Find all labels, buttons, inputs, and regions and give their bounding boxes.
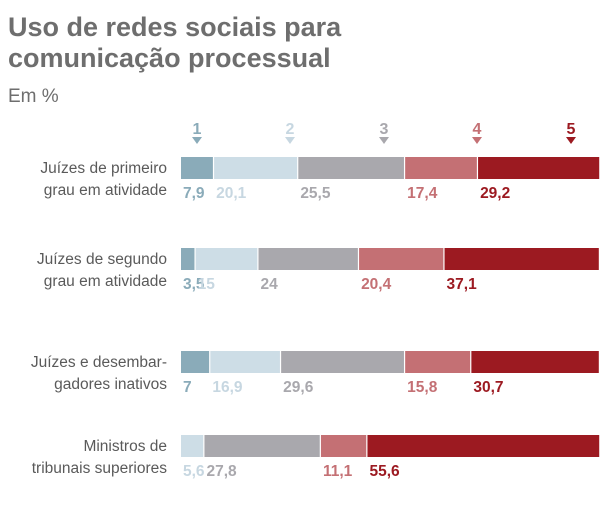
value-label-row-3-series-3: 29,6 bbox=[283, 379, 314, 396]
value-label-row-1-series-5: 29,2 bbox=[480, 185, 510, 202]
bar-row-4-series-5 bbox=[367, 435, 600, 457]
bar-row-1-series-1 bbox=[181, 157, 213, 179]
bar-row-3-series-1 bbox=[181, 351, 210, 373]
value-label-row-1-series-1: 7,9 bbox=[183, 185, 205, 202]
row-label-2-line-2: grau em atividade bbox=[44, 273, 167, 290]
value-label-row-3-series-1: 7 bbox=[183, 379, 192, 396]
bar-row-4-series-3 bbox=[204, 435, 320, 457]
value-label-row-4-series-4: 11,1 bbox=[323, 463, 353, 480]
value-label-row-4-series-2: 5,6 bbox=[183, 463, 205, 480]
bar-row-2-series-4 bbox=[359, 248, 444, 270]
value-label-row-3-series-4: 15,8 bbox=[407, 379, 438, 396]
legend-marker-3-icon bbox=[379, 137, 389, 144]
legend-label-4: 4 bbox=[473, 121, 482, 138]
legend-label-3: 3 bbox=[380, 121, 389, 138]
chart-title-line-2: comunicação processual bbox=[8, 43, 331, 73]
bar-row-1-series-2 bbox=[214, 157, 298, 179]
chart-title: Uso de redes sociais para comunicação pr… bbox=[8, 12, 488, 74]
legend-marker-4-icon bbox=[472, 137, 482, 144]
bar-row-1-series-4 bbox=[405, 157, 477, 179]
bar-row-3-series-3 bbox=[281, 351, 404, 373]
chart-subtitle: Em % bbox=[8, 86, 59, 107]
bar-row-4-series-4 bbox=[320, 435, 367, 457]
bar-row-2-series-5 bbox=[444, 248, 599, 270]
value-label-row-2-series-3: 24 bbox=[261, 276, 279, 293]
value-label-row-4-series-3: 27,8 bbox=[206, 463, 237, 480]
value-label-row-2-series-1: 3,5 bbox=[183, 276, 205, 293]
value-label-row-1-series-2: 20,1 bbox=[216, 185, 247, 202]
legend-marker-2-icon bbox=[285, 137, 295, 144]
value-label-row-2-series-2: 15 bbox=[198, 276, 216, 293]
row-label-4-line-2: tribunais superiores bbox=[32, 460, 168, 477]
legend-label-1: 1 bbox=[193, 121, 202, 138]
bar-row-2-series-1 bbox=[181, 248, 195, 270]
bar-row-4-series-2 bbox=[181, 435, 204, 457]
bar-row-3-series-2 bbox=[210, 351, 280, 373]
row-label-3-line-2: gadores inativos bbox=[54, 376, 167, 393]
bar-row-2-series-2 bbox=[195, 248, 258, 270]
legend-marker-1-icon bbox=[192, 137, 202, 144]
value-label-row-2-series-4: 20,4 bbox=[361, 276, 392, 293]
row-label-3-line-1: Juízes e desembar- bbox=[31, 354, 167, 371]
value-label-row-2-series-5: 37,1 bbox=[447, 276, 478, 293]
value-label-row-3-series-5: 30,7 bbox=[473, 379, 503, 396]
value-label-row-3-series-2: 16,9 bbox=[212, 379, 243, 396]
row-label-2-line-1: Juízes de segundo bbox=[37, 251, 167, 268]
bar-row-1-series-3 bbox=[298, 157, 404, 179]
legend-label-2: 2 bbox=[286, 121, 295, 138]
bar-row-1-series-5 bbox=[478, 157, 600, 179]
row-label-1-line-2: grau em atividade bbox=[44, 182, 167, 199]
value-label-row-1-series-3: 25,5 bbox=[300, 185, 331, 202]
chart-title-line-1: Uso de redes sociais para bbox=[8, 12, 342, 42]
bar-row-3-series-5 bbox=[471, 351, 599, 373]
bar-row-2-series-3 bbox=[258, 248, 358, 270]
legend-label-5: 5 bbox=[567, 121, 576, 138]
row-label-4-line-1: Ministros de bbox=[83, 438, 167, 455]
legend-marker-5-icon bbox=[566, 137, 576, 144]
value-label-row-4-series-5: 55,6 bbox=[369, 463, 400, 480]
value-label-row-1-series-4: 17,4 bbox=[407, 185, 438, 202]
row-label-1-line-1: Juízes de primeiro bbox=[40, 160, 167, 177]
bar-row-3-series-4 bbox=[405, 351, 471, 373]
